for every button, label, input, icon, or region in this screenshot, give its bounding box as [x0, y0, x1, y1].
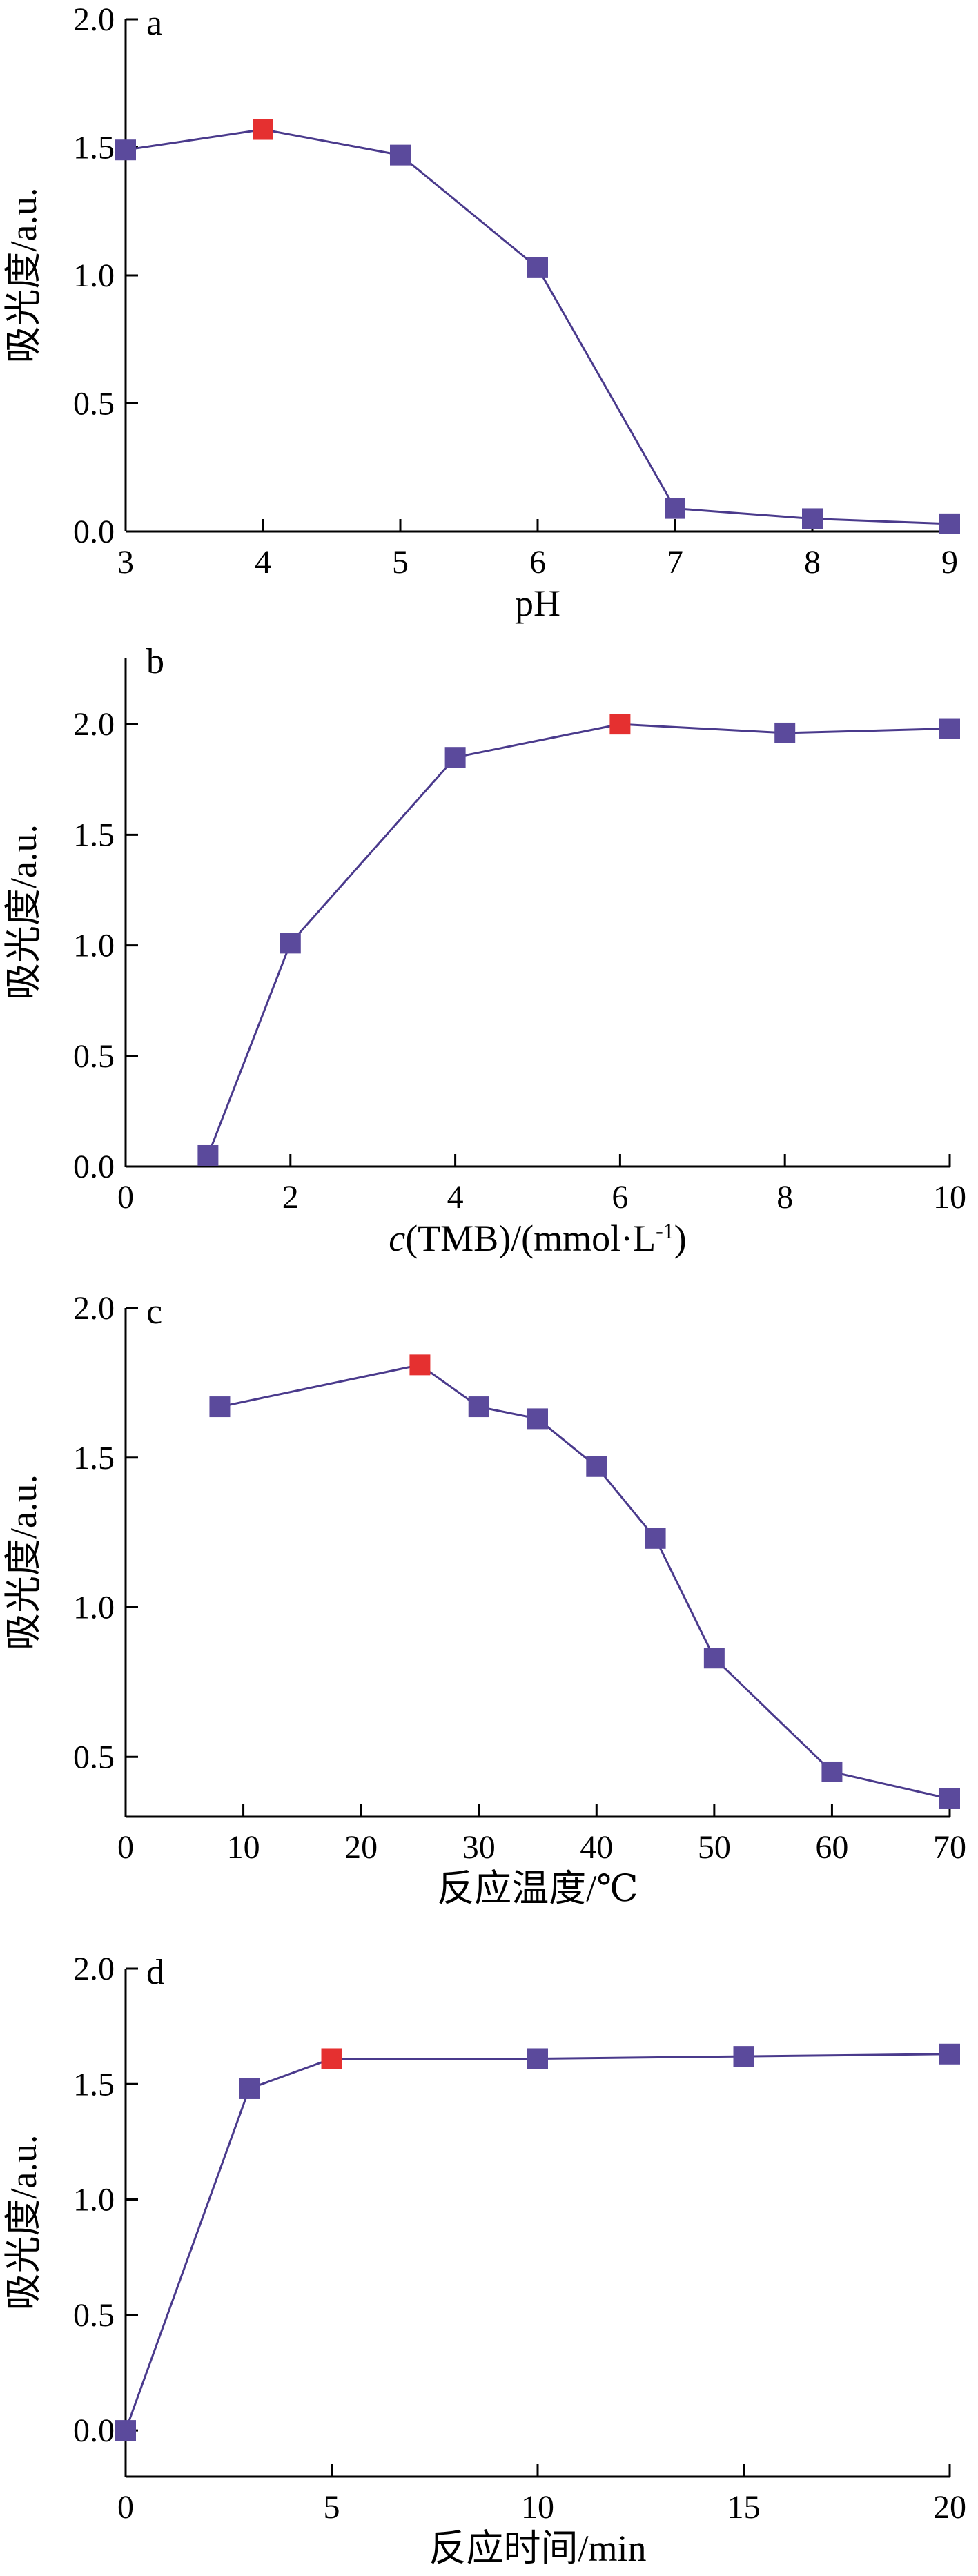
y-tick-label: 2.0: [73, 706, 115, 743]
x-tick-label: 20: [344, 1829, 378, 1866]
x-tick-label: 3: [117, 544, 134, 580]
chart-panel-b: 0 2 4 6 8 10 0.0 0.5 1.0 1.5 2.0 b 吸光度/a.u. c(TMB)/(m…: [3, 642, 966, 1259]
y-axis-label: 吸光度/a.u.: [3, 2135, 44, 2311]
x-tick-label: 8: [804, 544, 821, 580]
data-point-optimal: [609, 714, 631, 735]
y-axis-label: 吸光度/a.u.: [3, 188, 44, 364]
data-point-optimal: [321, 2048, 342, 2069]
data-point: [802, 508, 823, 529]
x-tick-label: 15: [727, 2489, 761, 2526]
x-tick-label: 2: [282, 1179, 299, 1216]
y-tick-label: 0.5: [73, 1038, 115, 1075]
data-point: [280, 933, 301, 954]
data-point: [197, 1144, 219, 1166]
x-tick-label: 0: [117, 1829, 134, 1866]
panel-label: c: [146, 1292, 162, 1331]
chart-panel-c: 0 10 20 30 40 50 60 70 0.5 1.0 1.5 2.0 c 吸光度/a.u. 反应温度…: [3, 1290, 966, 1909]
x-tick-label: 20: [933, 2489, 966, 2526]
y-tick-label: 1.0: [73, 2182, 115, 2218]
data-point: [444, 747, 466, 768]
series-line: [207, 723, 950, 1156]
x-tick-label: 5: [324, 2489, 340, 2526]
y-tick-label: 0.5: [73, 386, 115, 422]
x-tick-label: 30: [462, 1829, 496, 1866]
chart-panel-a: 3 4 5 6 7 8 9 0.0 0.5 1.0 1.5 2.0 a 吸光度/a.u. pH: [3, 1, 960, 624]
data-point: [115, 139, 136, 161]
y-tick-label: 2.0: [73, 1951, 115, 1987]
data-point: [586, 1456, 607, 1477]
x-tick-label: 0: [117, 2489, 134, 2526]
x-tick-label: 6: [612, 1179, 628, 1216]
x-axis-label-suffix: ): [674, 1218, 687, 1259]
y-tick-label: 1.0: [73, 1590, 115, 1626]
x-tick-label: 7: [667, 544, 683, 580]
series-line: [125, 128, 950, 525]
y-tick-label: 1.5: [73, 817, 115, 853]
y-tick-label: 2.0: [73, 1290, 115, 1327]
x-tick-label: 10: [521, 2489, 554, 2526]
x-tick-label: 60: [815, 1829, 848, 1866]
x-tick-label: 10: [933, 1179, 966, 1216]
x-tick-label: 5: [392, 544, 409, 580]
y-axis-label: 吸光度/a.u.: [3, 824, 44, 1000]
data-point: [390, 144, 411, 166]
y-tick-label: 1.5: [73, 130, 115, 166]
data-point: [665, 498, 685, 519]
y-tick-label: 0.5: [73, 1739, 115, 1775]
panel-label: d: [146, 1953, 164, 1992]
data-point: [939, 1788, 960, 1809]
x-axis-label-variable: c: [389, 1218, 405, 1259]
x-tick-label: 0: [117, 1179, 134, 1216]
data-point: [468, 1396, 489, 1418]
series-line: [219, 1363, 950, 1800]
x-tick-label: 4: [447, 1179, 464, 1216]
x-axis-label: pH: [515, 583, 560, 624]
y-tick-label: 1.0: [73, 257, 115, 294]
data-point-optimal: [253, 119, 273, 140]
x-tick-label: 70: [933, 1829, 966, 1866]
data-point: [703, 1648, 725, 1669]
y-tick-label: 2.0: [73, 1, 115, 38]
x-tick-label: 9: [941, 544, 958, 580]
data-point: [239, 2078, 260, 2099]
x-axis-label: c(TMB)/(mmol·L-1): [389, 1218, 687, 1259]
x-axis-label: 反应温度/℃: [437, 1868, 638, 1909]
y-tick-label: 1.5: [73, 1440, 115, 1476]
data-point: [115, 2420, 136, 2441]
data-point: [645, 1528, 666, 1549]
data-point: [821, 1761, 843, 1782]
panel-label: b: [146, 642, 164, 681]
x-tick-label: 4: [255, 544, 271, 580]
panel-label: a: [146, 3, 162, 43]
y-tick-label: 0.5: [73, 2297, 115, 2334]
y-axis-label: 吸光度/a.u.: [3, 1474, 44, 1650]
data-point: [774, 722, 796, 743]
data-point: [939, 2043, 960, 2065]
y-tick-label: 0.0: [73, 1149, 115, 1185]
y-tick-label: 0.0: [73, 514, 115, 550]
data-point: [939, 513, 960, 534]
series-line: [124, 2053, 950, 2431]
y-tick-label: 0.0: [73, 2412, 115, 2449]
data-point: [939, 718, 960, 739]
data-point: [209, 1396, 231, 1418]
x-tick-label: 10: [227, 1829, 260, 1866]
x-axis-label: 反应时间/min: [429, 2528, 646, 2569]
data-point: [527, 2048, 548, 2069]
x-tick-label: 40: [580, 1829, 613, 1866]
chart-panel-d: 0 5 10 15 20 0.0 0.5 1.0 1.5 2.0 d 吸光度/a.u. 反应时间/min: [3, 1951, 966, 2569]
x-tick-label: 8: [776, 1179, 793, 1216]
x-tick-label: 50: [698, 1829, 731, 1866]
data-point: [527, 1408, 548, 1430]
x-axis-label-text: (TMB)/(mmol·L: [405, 1218, 656, 1259]
x-axis-label-superscript: -1: [656, 1218, 674, 1243]
y-tick-label: 1.5: [73, 2066, 115, 2102]
y-tick-label: 1.0: [73, 928, 115, 964]
x-tick-label: 6: [529, 544, 546, 580]
data-point: [527, 257, 548, 278]
data-point-optimal: [409, 1354, 431, 1376]
data-point: [733, 2046, 754, 2067]
